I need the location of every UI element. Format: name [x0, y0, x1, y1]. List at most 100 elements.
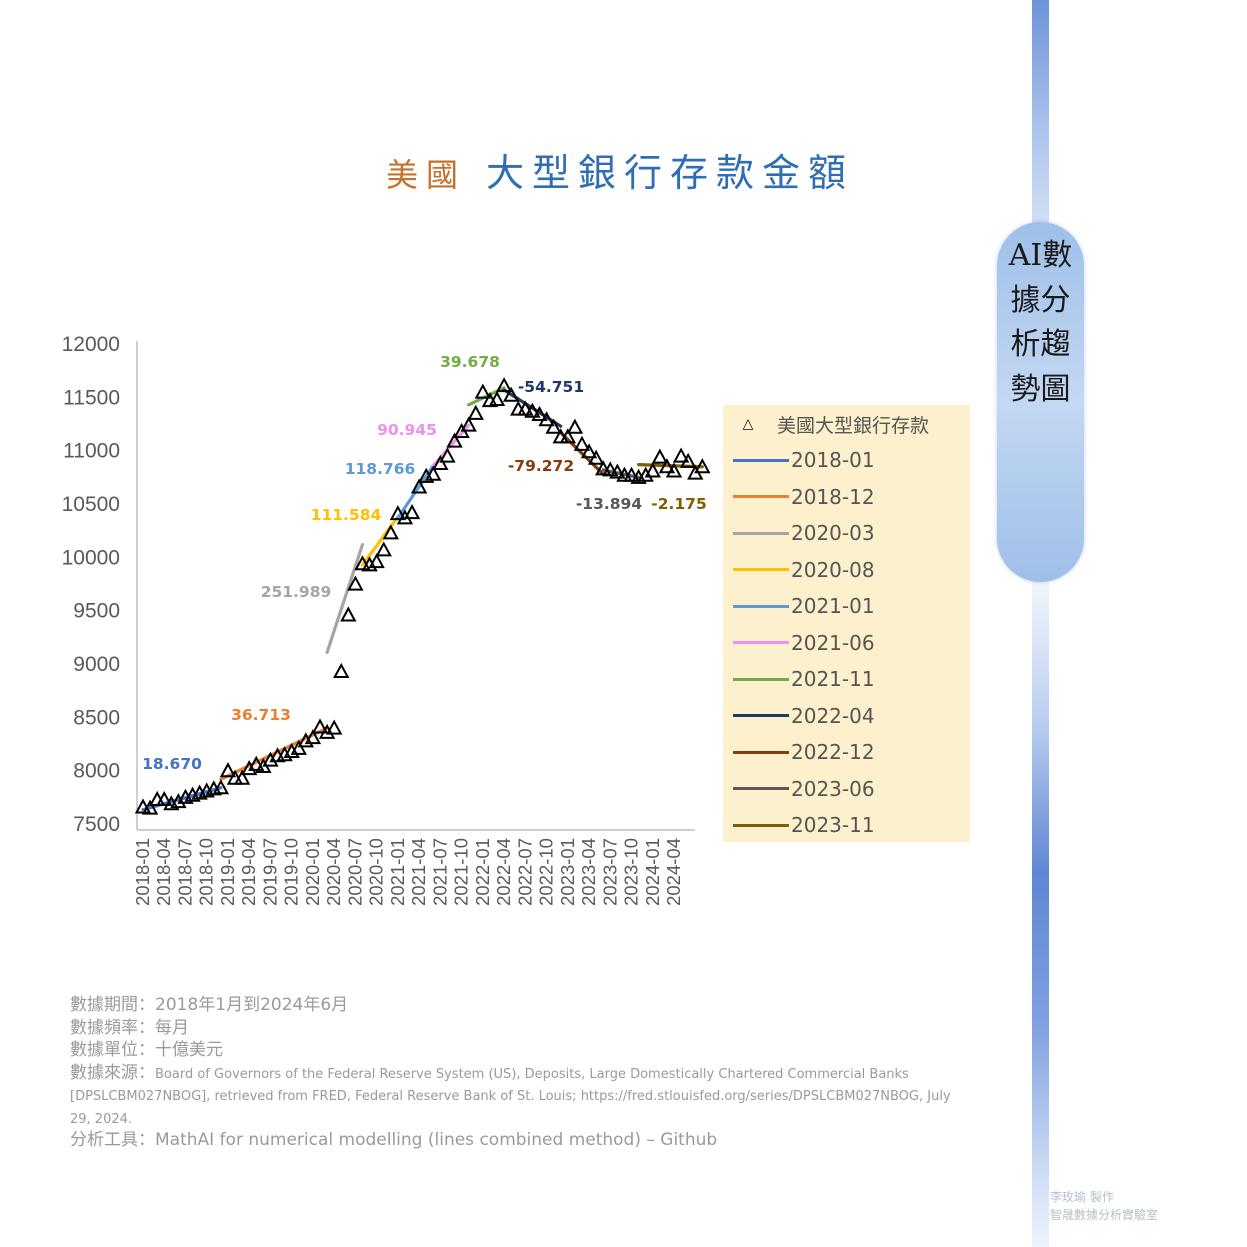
data-point [651, 448, 669, 464]
x-tick-label: 2022-07 [514, 838, 535, 906]
legend-label: 2021-11 [791, 667, 875, 691]
x-tick-label: 2019-04 [238, 838, 259, 906]
triangle-marker-icon: △ [742, 416, 754, 432]
data-point [297, 732, 315, 748]
y-tick-label: 10000 [62, 546, 120, 569]
x-tick-label: 2018-07 [174, 838, 195, 906]
slope-label-2020-08: 111.584 [311, 506, 382, 524]
data-point [233, 769, 251, 785]
data-point [262, 751, 279, 767]
watermark-lab: 智晟數據分析實驗室 [1050, 1208, 1159, 1222]
x-tick-label: 2022-04 [493, 838, 514, 906]
legend-swatch [733, 568, 789, 571]
data-point [219, 762, 237, 778]
x-tick-label: 2019-07 [259, 838, 280, 906]
y-tick-label: 9000 [73, 653, 120, 676]
x-tick-label: 2024-04 [663, 838, 684, 906]
x-tick-label: 2020-04 [323, 838, 344, 906]
data-point [538, 411, 555, 427]
trend-line-2020-08 [360, 515, 400, 567]
data-point [248, 755, 265, 771]
data-point [517, 400, 534, 416]
data-point [439, 447, 456, 463]
legend-item-2023-06: 2023-06 [733, 772, 875, 806]
footer-unit: 數據單位：十億美元 [70, 1040, 223, 1060]
legend-swatch [733, 677, 789, 681]
side-label-pill: AI數據分析趨勢圖 [997, 222, 1084, 582]
legend-label: 2023-06 [791, 776, 875, 801]
x-tick-label: 2020-01 [302, 838, 323, 906]
slope-label-2023-06: -13.894 [576, 495, 642, 513]
legend-label: 2023-11 [791, 813, 875, 837]
title-main: 大型銀行存款金額 [486, 151, 855, 195]
data-point [347, 575, 364, 591]
chart-legend: △ 美國大型銀行存款 2018-01 2018-12 2020-03 2020-08 2… [723, 405, 970, 842]
data-point [170, 793, 187, 809]
legend-swatch [733, 495, 789, 498]
data-point [637, 466, 654, 482]
legend-item-2022-12: 2022-12 [733, 735, 875, 769]
title-accent: 美國 [385, 156, 466, 194]
legend-swatch [733, 458, 789, 462]
legend-item-2020-03: 2020-03 [733, 516, 875, 550]
x-tick-label: 2022-10 [536, 838, 557, 906]
legend-label: 2020-03 [791, 521, 875, 545]
data-point [460, 416, 477, 432]
slope-label-2022-12: -79.272 [508, 457, 574, 475]
data-point [425, 465, 442, 481]
legend-item-2021-01: 2021-01 [733, 589, 875, 623]
legend-label: 2022-04 [791, 703, 875, 728]
legend-item-2021-06: 2021-06 [733, 626, 875, 660]
trend-line-2020-03 [325, 542, 365, 654]
x-tick-label: 2021-07 [429, 838, 450, 906]
legend-label: 2018-12 [791, 484, 875, 509]
y-tick-label: 7500 [73, 813, 120, 836]
legend-swatch [733, 531, 789, 535]
data-point [354, 555, 371, 571]
y-tick-label: 11500 [63, 386, 120, 409]
data-point [580, 443, 598, 459]
legend-item-2018-12: 2018-12 [733, 480, 875, 514]
data-point [340, 606, 357, 622]
slope-label-2021-01: 118.766 [345, 460, 416, 478]
data-point [665, 462, 683, 478]
data-point [156, 790, 173, 807]
data-point [241, 760, 258, 776]
side-label-text: AI數據分析趨勢圖 [1008, 238, 1073, 407]
data-point [432, 454, 449, 471]
legend-label: 2021-06 [791, 630, 875, 655]
data-point [325, 719, 343, 735]
watermark: 李玫瑜 製作 智晟數據分析實驗室 [1050, 1188, 1190, 1224]
data-point [283, 742, 300, 759]
data-point [658, 458, 676, 474]
x-tick-label: 2023-07 [599, 838, 620, 906]
data-point [141, 799, 159, 815]
y-tick-label: 10500 [62, 493, 120, 516]
data-point [694, 458, 711, 474]
data-point [318, 723, 336, 739]
legend-label: 2022-12 [791, 740, 875, 764]
legend-swatch [733, 823, 789, 827]
footer-period: 數據期間：2018年1月到2024年6月 [70, 995, 349, 1015]
legend-item-2020-08: 2020-08 [733, 553, 875, 587]
x-tick-label: 2018-04 [153, 838, 174, 906]
footer-source-text: Board of Governors of the Federal Reserv… [70, 1066, 951, 1127]
legend-item-2022-04: 2022-04 [733, 699, 875, 733]
data-point [545, 418, 562, 434]
footer-source-label: 數據來源： [70, 1062, 155, 1083]
data-point [446, 432, 463, 448]
data-point [467, 404, 484, 420]
data-point [290, 739, 307, 755]
x-tick-label: 2020-07 [344, 838, 365, 906]
legend-swatch [733, 641, 789, 644]
data-point [609, 463, 626, 479]
data-point [488, 390, 506, 407]
data-point [311, 718, 329, 734]
y-tick-label: 11000 [63, 440, 120, 463]
y-tick-label: 9500 [73, 600, 120, 623]
footer-tool: 分析工具：MathAI for numerical modelling (lin… [70, 1130, 718, 1150]
legend-item-scatter: △ 美國大型銀行存款 [733, 407, 929, 441]
data-point [566, 418, 584, 434]
slope-label-2018-01: 18.670 [142, 755, 202, 773]
legend-label: 2021-01 [791, 594, 875, 618]
